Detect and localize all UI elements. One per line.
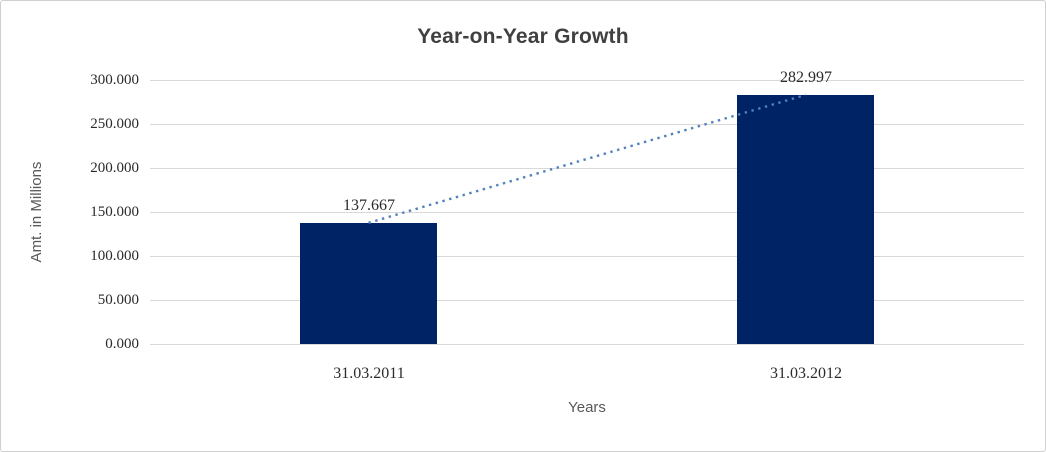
x-tick-label: 31.03.2011 — [333, 365, 405, 382]
y-axis-tick-labels: 0.000 50.000 100.000 150.000 200.000 250.000 3… — [1, 72, 139, 352]
y-tick-label: 250.000 — [90, 116, 139, 132]
x-tick-label: 31.03.2012 — [770, 365, 842, 382]
y-tick-label: 300.000 — [90, 72, 139, 88]
gridline — [150, 212, 1024, 213]
x-axis-title: Years — [568, 399, 606, 416]
y-tick-label: 0.000 — [105, 336, 139, 352]
gridline — [150, 256, 1024, 257]
trendline — [368, 93, 806, 225]
gridline — [150, 168, 1024, 169]
bar-31.03.2011 — [300, 223, 437, 344]
y-tick-label: 200.000 — [90, 160, 139, 176]
gridline — [150, 124, 1024, 125]
gridline — [150, 344, 1024, 345]
y-tick-label: 50.000 — [97, 292, 139, 308]
chart-title: Year-on-Year Growth — [417, 25, 629, 48]
y-tick-label: 150.000 — [90, 204, 139, 220]
bar-data-label: 282.997 — [780, 69, 832, 86]
gridline — [150, 300, 1024, 301]
y-tick-label: 100.000 — [90, 248, 139, 264]
bar-31.03.2012 — [737, 95, 874, 344]
gridline — [150, 80, 1024, 81]
plot-area: 137.667 31.03.2011 282.997 31.03.2012 — [150, 69, 1024, 382]
bar-data-label: 137.667 — [343, 197, 395, 214]
